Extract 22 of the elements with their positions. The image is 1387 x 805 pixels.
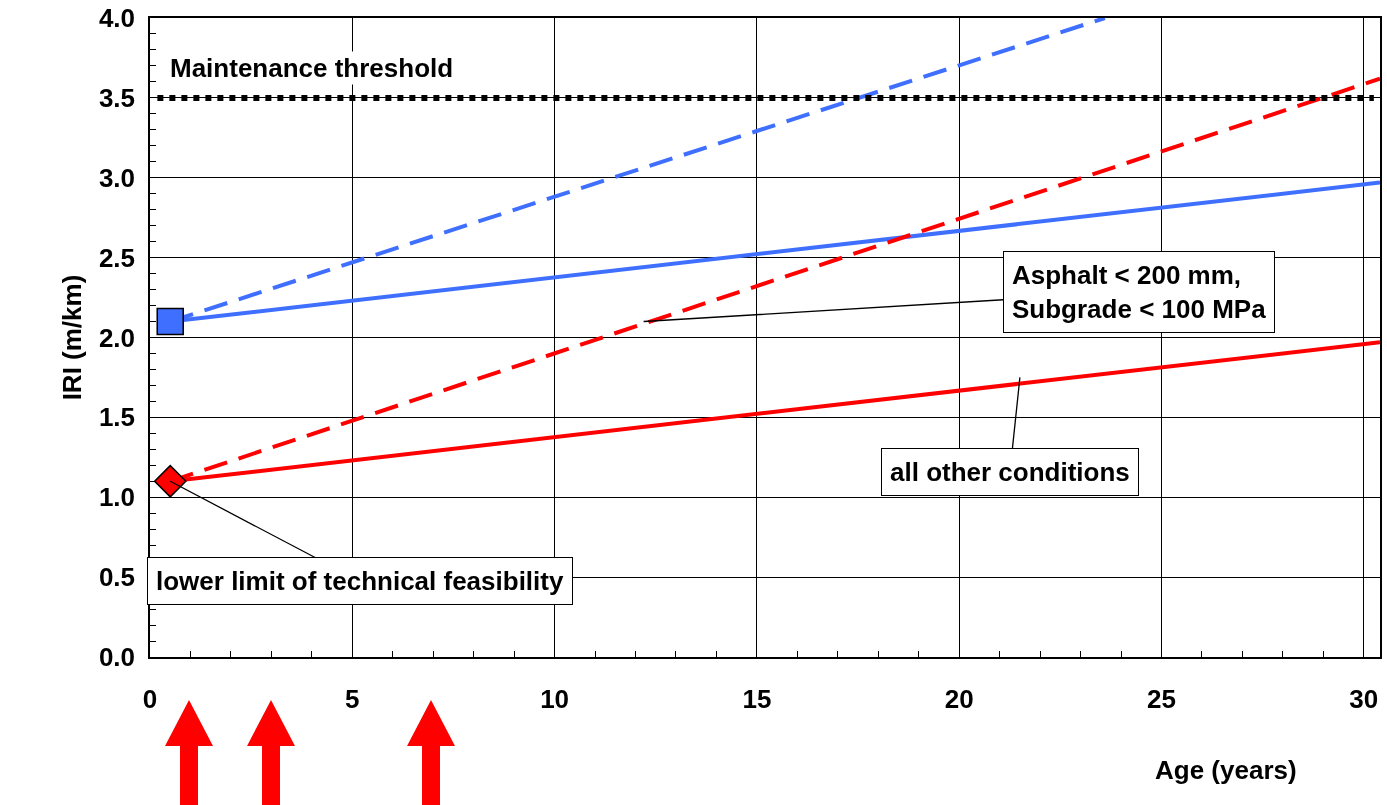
x-tick-label: 10 [540, 683, 570, 714]
x-axis-title: Age (years) [1155, 755, 1297, 785]
x-tick-label: 30 [1349, 683, 1379, 714]
x-tick-label: 20 [944, 683, 974, 714]
y-tick-label: 1.5 [98, 402, 136, 433]
y-tick-label: 3.5 [98, 82, 136, 113]
x-tick-label: 5 [345, 683, 360, 714]
ref-line-label: Maintenance threshold [170, 53, 454, 83]
x-tick-label: 25 [1147, 683, 1176, 714]
annotation: all other conditions [890, 457, 1130, 487]
y-tick-label: 0.5 [98, 562, 136, 593]
y-tick-label: 1.0 [98, 482, 136, 513]
x-tick-label: 15 [742, 683, 772, 714]
annotation: lower limit of technical feasibility [156, 566, 564, 596]
y-tick-label: 4.0 [98, 3, 136, 34]
y-axis-title: IRI (m/km) [56, 274, 87, 401]
y-tick-label: 2.5 [98, 242, 136, 273]
y-tick-label: 2.0 [98, 322, 136, 353]
y-tick-label: 3.0 [98, 162, 136, 193]
y-tick-label: 0.0 [98, 642, 136, 673]
x-tick-label: 0 [142, 683, 158, 714]
annotation: Asphalt < 200 mm, Subgrade < 100 MPa [1012, 260, 1267, 324]
